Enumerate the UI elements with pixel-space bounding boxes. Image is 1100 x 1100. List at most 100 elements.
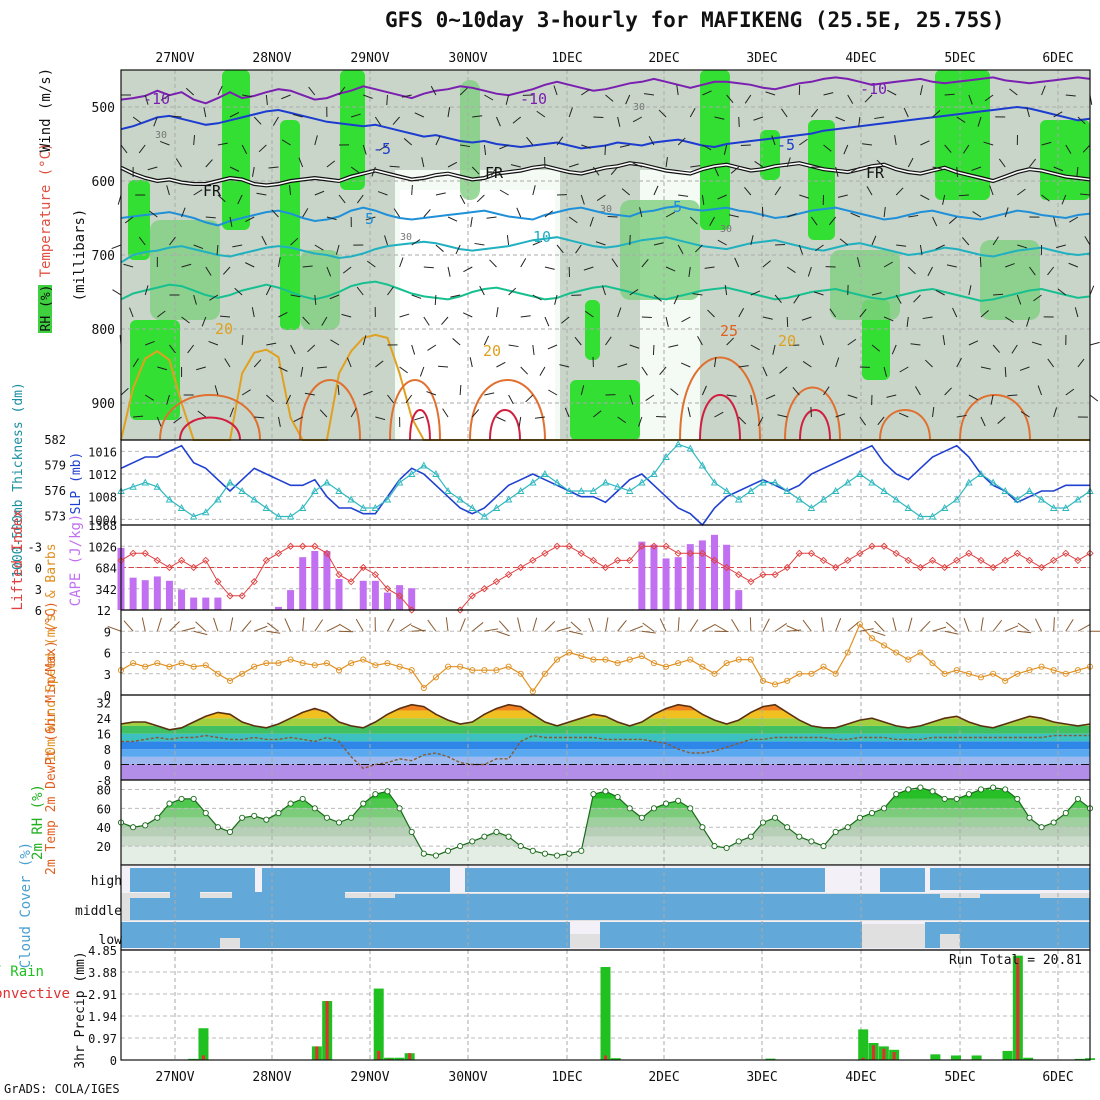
wind-barb-335 — [687, 407, 691, 418]
wind-barb-297 — [629, 234, 631, 246]
wind-barb-125 — [319, 409, 328, 418]
wind-10m-barb-58 — [821, 617, 825, 632]
wind-10m-barb-36 — [556, 626, 571, 632]
wind-speed-marker-41 — [614, 660, 621, 667]
precip-tick-1: 0.97 — [88, 1032, 117, 1046]
wind-10m-barb-69 — [945, 621, 958, 632]
precip-total-bar-27 — [394, 1057, 405, 1060]
thickness-marker-64 — [892, 495, 900, 503]
wind-barb-59 — [216, 244, 219, 256]
thickness-marker-66 — [916, 512, 925, 520]
wind-barb-188 — [426, 391, 437, 396]
cape-bar-4 — [165, 580, 173, 610]
wind-speed-marker-71 — [977, 674, 985, 681]
wind-barb-113 — [314, 135, 318, 146]
wind-barb-93 — [271, 209, 279, 218]
wind-barb-41 — [173, 416, 182, 424]
thickness-marker-55 — [783, 487, 791, 494]
wind-barb-505 — [983, 141, 994, 146]
thickness-marker-71 — [977, 470, 985, 477]
wind-barb-289 — [607, 215, 618, 218]
cape-bar-8 — [214, 597, 222, 610]
wind-barb-512 — [998, 158, 1006, 168]
wind-speed-marker-31 — [493, 667, 500, 674]
wind-barb-224 — [505, 94, 510, 105]
wind-barb-239 — [526, 136, 534, 146]
wind-10m-barb-15 — [302, 617, 305, 632]
wind-barb-369 — [750, 344, 760, 351]
wind-barb-260 — [569, 163, 579, 168]
wind-10m-barb-34 — [532, 617, 538, 632]
wind-barb-394 — [799, 194, 809, 199]
li-marker-52 — [747, 578, 755, 586]
wind-barb-247 — [544, 210, 554, 218]
wind-speed-marker-60 — [844, 649, 851, 656]
thickness-tick-2: 579 — [44, 459, 66, 473]
isotherm-label-10: 10 — [533, 228, 551, 246]
wind-10m-barb-35 — [544, 620, 556, 632]
wind-barb-228 — [508, 287, 517, 296]
isotherm-label-9: 5 — [673, 198, 682, 216]
isotherm-5 — [120, 205, 1091, 227]
rh-2m-marker-46 — [675, 797, 682, 804]
wind-barb-557 — [1074, 307, 1079, 318]
wind-barb-490 — [968, 94, 973, 105]
wind-barb-379 — [771, 135, 776, 146]
wind-10m-barb-63 — [874, 620, 885, 632]
wind-barb-68 — [224, 358, 231, 368]
warm-contour-5 — [469, 379, 546, 441]
wind-barb-307 — [638, 416, 643, 427]
rh-2m-marker-41 — [614, 793, 621, 801]
wind-barb-314 — [645, 394, 655, 402]
wind-10m-barb-37 — [569, 630, 583, 635]
thickness-marker-21 — [371, 504, 380, 511]
thickness-marker-15 — [298, 504, 307, 511]
wind-barb-72 — [237, 194, 243, 205]
wind-barb-66 — [222, 266, 231, 275]
wind-barb-120 — [326, 160, 336, 168]
wind-speed-marker-53 — [759, 677, 767, 684]
thickness-marker-13 — [274, 512, 283, 520]
wind-barb-367 — [750, 235, 754, 246]
x-tick-top-6: 3DEC — [746, 51, 777, 66]
wind-barb-320 — [659, 366, 667, 375]
wind-barb-389 — [786, 316, 789, 328]
wind-barb-55 — [197, 410, 207, 418]
wind-barb-517 — [997, 416, 1006, 424]
wind-speed-marker-38 — [578, 652, 585, 660]
wind-barb-1 — [120, 144, 128, 154]
wind-barb-533 — [1041, 141, 1052, 146]
isotherm-label-13: 25 — [720, 322, 738, 340]
wind-barb-74 — [234, 287, 243, 296]
wind-speed-marker-1 — [130, 660, 137, 667]
wind-barb-521 — [1017, 244, 1028, 249]
precip-tick-4: 3.88 — [88, 966, 117, 980]
li-marker-10 — [238, 592, 246, 600]
precip-total-bar-81 — [950, 1055, 961, 1060]
rh-2m-marker-75 — [1026, 814, 1033, 821]
wind-barb-162 — [389, 165, 400, 168]
thickness-marker-68 — [940, 504, 949, 511]
rh-label-3: 30 — [600, 204, 612, 215]
wind-barb-96 — [278, 366, 288, 372]
warm-contour-10 — [799, 409, 831, 441]
wind-barb-541 — [1053, 216, 1057, 227]
wind-10m-barb-76 — [1034, 618, 1042, 632]
li-marker-23 — [395, 592, 404, 600]
wind-barb-382 — [774, 294, 782, 303]
wind-barb-439 — [871, 344, 881, 352]
rh-label-2: 30 — [400, 232, 412, 243]
wind-barb-566 — [1089, 394, 1099, 402]
ylabel-cape: CAPE (J/kg) — [68, 514, 84, 607]
wind-barb-244 — [525, 394, 534, 403]
wind-speed-marker-5 — [178, 660, 185, 667]
thickness-marker-77 — [1049, 504, 1058, 511]
isotherm-label-8: 5 — [365, 210, 374, 228]
thickness-marker-16 — [311, 487, 319, 494]
wind-barb-339 — [694, 244, 703, 253]
wind-speed-marker-64 — [893, 649, 900, 656]
wind-barb-333 — [681, 316, 691, 323]
wind-barb-13 — [133, 415, 144, 418]
wind-barb-337 — [702, 144, 712, 151]
wind-barb-487 — [952, 307, 958, 318]
